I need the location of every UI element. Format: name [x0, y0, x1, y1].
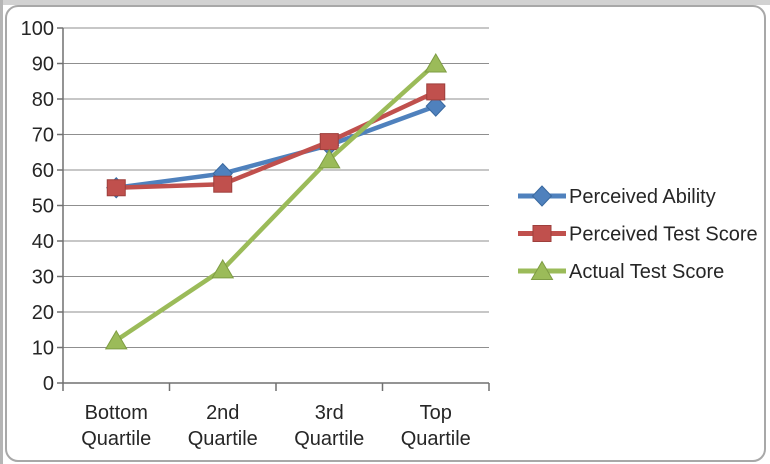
data-point-perceived-test-score-3rd-quartile: [319, 133, 339, 151]
y-axis-label-60: 60: [32, 160, 54, 182]
legend-label-perceived-ability: Perceived Ability: [569, 186, 716, 208]
x-axis-label-3rd-quartile: 3rd Quartile: [294, 402, 364, 450]
y-axis-label-30: 30: [32, 267, 54, 289]
series-line-perceived-test-score: [114, 89, 438, 190]
x-axis-label-top-quartile: Top Quartile: [401, 402, 471, 450]
series-line-perceived-ability: [114, 103, 438, 190]
y-axis-label-90: 90: [32, 54, 54, 76]
window-edge-left: [0, 0, 3, 464]
data-point-actual-test-score-bottom-quartile: [104, 329, 128, 350]
y-axis-label-0: 0: [43, 373, 54, 395]
legend-marker-triangle-icon: [530, 260, 554, 280]
data-point-perceived-test-score-top-quartile: [426, 83, 446, 101]
window-edge-top: [0, 0, 770, 5]
data-point-actual-test-score-2nd-quartile: [211, 258, 235, 279]
x-axis-label-2nd-quartile: 2nd Quartile: [188, 402, 258, 450]
data-point-actual-test-score-top-quartile: [424, 53, 448, 73]
legend-item-actual-test-score[interactable]: Actual Test Score: [518, 260, 724, 283]
legend-item-perceived-test-score[interactable]: Perceived Test Score: [518, 224, 758, 246]
series-perceived-test-score: [106, 83, 446, 197]
y-axis-label-70: 70: [32, 125, 54, 147]
legend-marker-square-icon: [532, 225, 552, 242]
data-point-perceived-ability-top-quartile: [425, 95, 446, 117]
x-axis-label-bottom-quartile: Bottom Quartile: [81, 402, 151, 450]
legend-label-actual-test-score: Actual Test Score: [569, 261, 724, 283]
y-axis-label-10: 10: [32, 338, 54, 360]
y-axis-label-100: 100: [21, 18, 54, 40]
legend-marker-diamond-icon: [531, 185, 553, 207]
legend-label-perceived-test-score: Perceived Test Score: [569, 224, 758, 246]
legend-item-perceived-ability[interactable]: Perceived Ability: [518, 185, 716, 208]
y-axis-label-50: 50: [32, 196, 54, 218]
series-actual-test-score: [104, 53, 448, 350]
y-axis-label-40: 40: [32, 231, 54, 253]
data-point-perceived-test-score-bottom-quartile: [106, 179, 126, 197]
y-axis-label-20: 20: [32, 302, 54, 324]
data-point-perceived-test-score-2nd-quartile: [213, 175, 233, 193]
y-axis-label-80: 80: [32, 89, 54, 111]
series-line-actual-test-score: [114, 61, 438, 343]
data-point-actual-test-score-3rd-quartile: [317, 148, 341, 169]
